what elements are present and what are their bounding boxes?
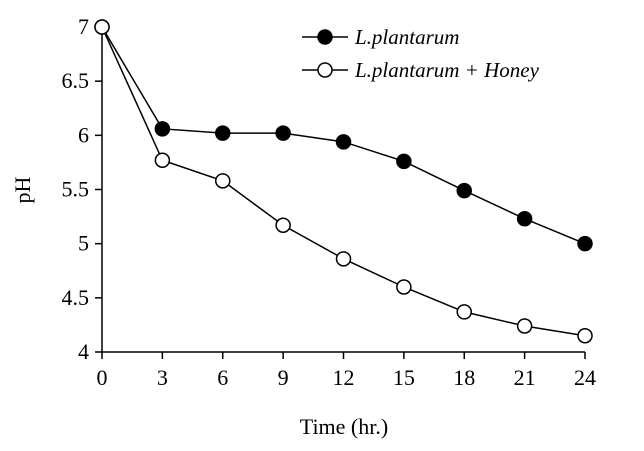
y-tick-label: 4.5: [62, 285, 90, 310]
y-tick-label: 5: [78, 231, 89, 256]
legend-label: L.plantarum: [354, 25, 459, 49]
open-circle: [335, 251, 352, 267]
open-circle: [577, 328, 593, 344]
x-tick-label: 24: [574, 365, 596, 390]
y-axis-title: pH: [10, 176, 35, 203]
x-tick-label: 21: [514, 365, 536, 390]
filled-circle: [577, 235, 593, 252]
filled-circle: [396, 153, 412, 170]
open-circle: [154, 152, 171, 168]
open-circle: [516, 318, 533, 334]
legend-item: L.plantarum + Honey: [302, 58, 540, 82]
y-tick-label: 5.5: [62, 177, 90, 202]
open-circle: [215, 173, 231, 189]
x-tick-label: 12: [333, 365, 355, 390]
legend-item: L.plantarum: [302, 25, 459, 49]
x-tick-label: 15: [393, 365, 415, 390]
x-tick-label: 0: [97, 365, 108, 390]
plot-area: 4 4.5 5 5.5 6 6.5 7 0 3 6 9 12 15 18 21 24: [62, 14, 597, 390]
filled-circle: [317, 29, 333, 45]
open-circle: [396, 279, 412, 295]
open-circle: [275, 217, 291, 233]
y-tick-label: 6: [78, 122, 89, 147]
filled-circle: [154, 121, 171, 137]
x-axis-title: Time (hr.): [300, 414, 388, 439]
filled-circle: [275, 125, 291, 141]
filled-circle: [335, 134, 352, 150]
x-tick-label: 3: [157, 365, 168, 390]
x-tick-label: 9: [278, 365, 289, 390]
filled-circle: [456, 182, 472, 199]
x-tick-label: 18: [453, 365, 475, 390]
legend: L.plantarum L.plantarum + Honey: [302, 25, 540, 82]
filled-circle: [215, 125, 231, 141]
filled-circle: [516, 211, 533, 227]
open-circle: [317, 62, 333, 78]
y-tick-label: 6.5: [62, 68, 90, 93]
open-circle: [456, 304, 472, 320]
y-tick-label: 4: [78, 339, 89, 364]
x-tick-label: 6: [217, 365, 228, 390]
y-tick-label: 7: [78, 14, 89, 39]
open-circle: [94, 19, 110, 35]
legend-label: L.plantarum + Honey: [354, 58, 540, 82]
